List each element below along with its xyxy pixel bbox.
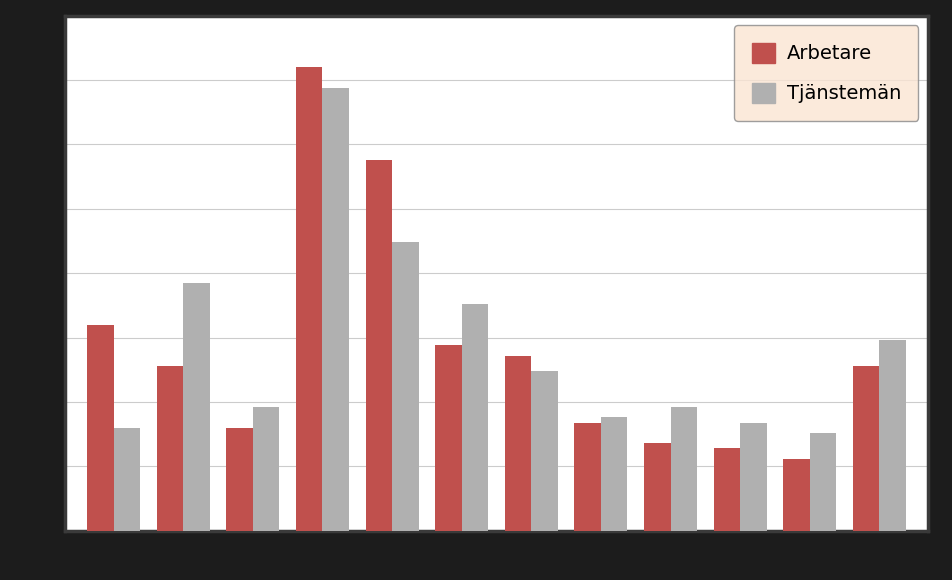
Bar (670, 407, 696, 531)
Bar (531, 371, 557, 531)
Bar (366, 160, 391, 531)
Bar (783, 459, 809, 531)
Bar (87, 325, 113, 531)
Bar (391, 242, 418, 531)
Bar (740, 423, 765, 531)
Bar (227, 427, 252, 531)
Bar (852, 366, 879, 531)
Bar (505, 356, 531, 531)
Bar (644, 443, 670, 531)
Bar (296, 67, 322, 531)
Bar (461, 304, 487, 531)
Legend: Arbetare, Tjänstemän: Arbetare, Tjänstemän (733, 26, 918, 121)
Bar (574, 423, 601, 531)
Bar (183, 284, 209, 531)
Bar (435, 345, 461, 531)
Bar (713, 448, 740, 531)
Bar (601, 418, 626, 531)
Bar (156, 366, 183, 531)
Bar (809, 433, 836, 531)
Bar (322, 88, 348, 531)
Bar (252, 407, 279, 531)
Bar (113, 427, 140, 531)
Bar (879, 340, 905, 531)
